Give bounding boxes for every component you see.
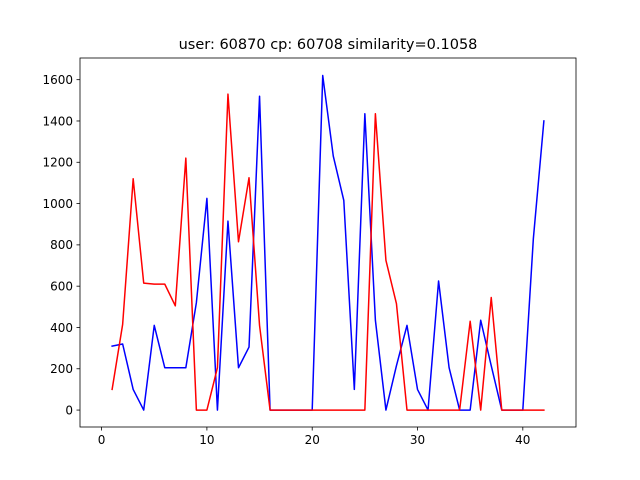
y-tick-label: 600 xyxy=(50,279,73,293)
y-tick-label: 1000 xyxy=(42,197,73,211)
y-tick-label: 200 xyxy=(50,362,73,376)
x-tick-label: 0 xyxy=(98,433,106,447)
y-tick-label: 1400 xyxy=(42,114,73,128)
y-tick-label: 400 xyxy=(50,321,73,335)
y-tick-label: 0 xyxy=(65,403,73,417)
x-tick-label: 40 xyxy=(515,433,530,447)
axes-frame xyxy=(79,57,577,428)
y-tick-label: 800 xyxy=(50,238,73,252)
series-line-2 xyxy=(111,93,545,411)
chart-title: user: 60870 cp: 60708 similarity=0.1058 xyxy=(179,37,478,53)
series-line-1 xyxy=(111,74,545,411)
y-tick-label: 1600 xyxy=(42,73,73,87)
x-tick-label: 30 xyxy=(410,433,425,447)
x-tick-label: 10 xyxy=(199,433,214,447)
series-layer xyxy=(111,74,545,411)
y-tick-label: 1200 xyxy=(42,156,73,170)
x-tick-label: 20 xyxy=(305,433,320,447)
